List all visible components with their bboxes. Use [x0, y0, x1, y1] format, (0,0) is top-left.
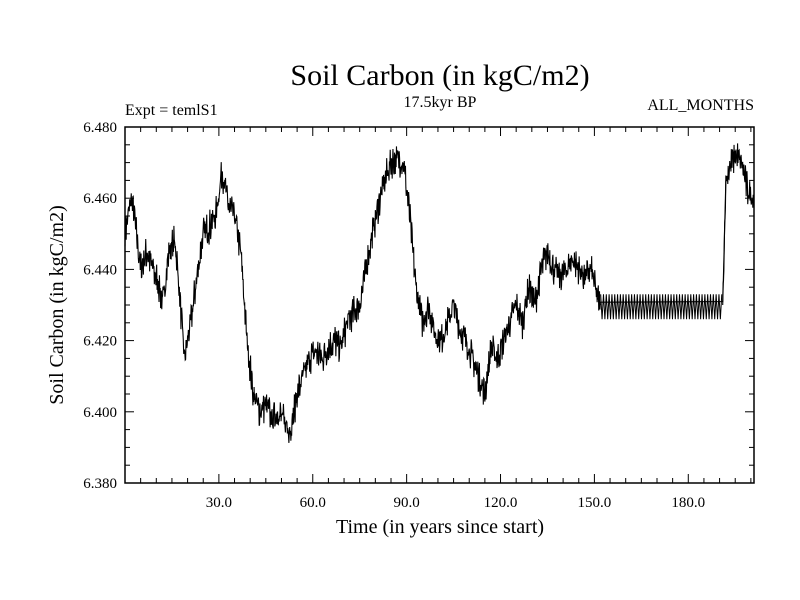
y-tick-label: 6.480 — [83, 120, 117, 136]
plot-frame — [124, 126, 755, 484]
x-tick-label: 120.0 — [484, 495, 518, 511]
x-tick-label: 180.0 — [671, 495, 705, 511]
x-tick-label: 60.0 — [300, 495, 326, 511]
months-label: ALL_MONTHS — [647, 97, 754, 114]
y-tick-label: 6.460 — [83, 191, 117, 207]
y-tick-label: 6.380 — [83, 476, 117, 492]
y-axis-label: Soil Carbon (in kgC/m2) — [46, 205, 68, 404]
ticks-layer: 30.0 60.0 90.0 120.0 150.0 180.0 6.380 6.400 6.4… — [83, 120, 754, 511]
y-tick-label: 6.440 — [83, 262, 117, 278]
series-line — [124, 143, 755, 443]
experiment-label: Expt = temlS1 — [125, 102, 218, 119]
period-label: 17.5kyr BP — [404, 94, 477, 111]
x-tick-label: 30.0 — [206, 495, 232, 511]
oscillation-band — [600, 294, 723, 320]
band-entry-segment — [597, 297, 602, 306]
y-tick-label: 6.420 — [83, 334, 117, 350]
x-axis-label: Time (in years since start) — [336, 516, 544, 538]
x-tick-label: 90.0 — [394, 495, 420, 511]
y-tick-label: 6.400 — [83, 405, 117, 421]
band-exit-segment — [722, 180, 727, 306]
chart-title: Soil Carbon (in kgC/m2) — [290, 59, 589, 92]
marks-layer — [124, 143, 755, 443]
x-tick-label: 150.0 — [578, 495, 612, 511]
